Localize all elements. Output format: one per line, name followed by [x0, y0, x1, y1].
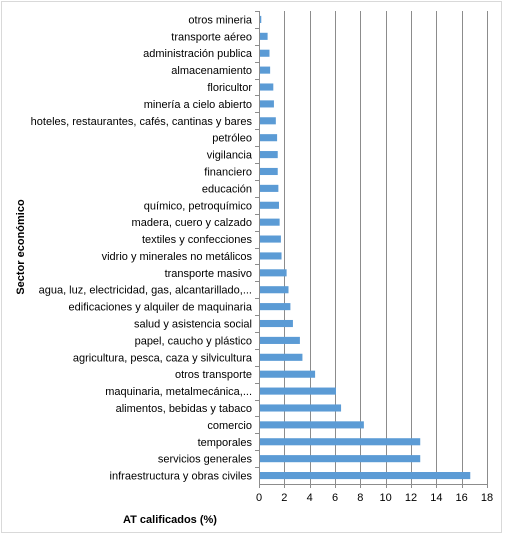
category-label: alimentos, bebidas y tabaco: [116, 403, 252, 415]
bar: [260, 370, 316, 378]
y-axis-label: Sector económico: [15, 199, 27, 295]
category-label: edificaciones y alquiler de maquinaria: [69, 302, 253, 314]
category-label: financiero: [204, 166, 252, 178]
category-label: textiles y confecciones: [142, 234, 253, 246]
bar: [260, 83, 274, 91]
x-tick-labels: 0 2 4 6 8 10 12 14 16 18: [256, 492, 493, 504]
category-label: madera, cuero y calzado: [132, 217, 252, 229]
category-label: salud y asistencia social: [134, 319, 252, 331]
bar: [260, 49, 270, 57]
bar: [260, 421, 364, 429]
x-tick-label: 6: [332, 492, 338, 504]
category-label: floricultor: [207, 82, 252, 94]
bar: [260, 117, 276, 125]
x-axis-label: AT calificados (%): [123, 514, 217, 526]
bar: [260, 319, 293, 328]
bar: [260, 252, 282, 260]
category-label: agricultura, pesca, caza y silvicultura: [73, 352, 253, 364]
x-tick-label: 16: [456, 492, 468, 504]
gridlines: [284, 11, 488, 484]
bars: [260, 15, 471, 480]
x-tick-label: 18: [481, 492, 493, 504]
bar: [260, 134, 278, 142]
category-label: temporales: [198, 437, 253, 449]
x-tick-label: 12: [405, 492, 417, 504]
bar: [260, 32, 268, 40]
bar: [260, 438, 421, 446]
category-label: agua, luz, electricidad, gas, alcantaril…: [39, 285, 252, 297]
bar: [260, 336, 300, 344]
x-tick-label: 2: [281, 492, 287, 504]
category-label: papel, caucho y plástico: [135, 335, 252, 347]
category-label: administración publica: [143, 48, 253, 60]
category-label: petróleo: [212, 133, 252, 145]
category-label: transporte masivo: [165, 268, 252, 280]
bar: [260, 455, 421, 463]
category-label: infraestructura y obras civiles: [110, 471, 253, 483]
bar: [260, 472, 471, 480]
x-tick-label: 4: [307, 492, 313, 504]
category-labels: otros mineria transporte aéreo administrac…: [31, 14, 253, 482]
category-label: comercio: [207, 420, 252, 432]
bar: [260, 184, 279, 192]
bar: [260, 269, 287, 277]
x-tick-label: 8: [357, 492, 363, 504]
category-label: servicios generales: [158, 454, 253, 466]
bar: [260, 218, 280, 226]
axes: [255, 11, 488, 488]
bar: [260, 286, 289, 294]
category-label: químico, petroquímico: [144, 200, 252, 212]
x-tick-label: 14: [430, 492, 442, 504]
category-label: vidrio y minerales no metálicos: [102, 251, 253, 263]
category-label: otros mineria: [188, 14, 252, 26]
category-label: educación: [202, 183, 252, 195]
bar: [260, 100, 274, 108]
bar: [260, 404, 342, 412]
bar: [260, 66, 271, 74]
x-tick-label: 0: [256, 492, 262, 504]
category-label: otros transporte: [175, 369, 252, 381]
bar: [260, 303, 291, 311]
category-label: hoteles, restaurantes, cafés, cantinas y…: [31, 116, 253, 128]
category-label: maquinaria, metalmecánica,...: [105, 386, 252, 398]
bar: [260, 201, 279, 209]
category-label: minería a cielo abierto: [144, 99, 252, 111]
bar: [260, 387, 336, 395]
bar-chart: otros mineria transporte aéreo administrac…: [15, 11, 493, 526]
bar: [260, 151, 278, 159]
category-label: vigilancia: [207, 150, 253, 162]
bar: [260, 15, 262, 23]
category-label: transporte aéreo: [171, 31, 252, 43]
category-label: almacenamiento: [171, 65, 252, 77]
bar: [260, 235, 281, 243]
x-tick-label: 10: [380, 492, 392, 504]
bar: [260, 353, 303, 361]
bar: [260, 167, 278, 176]
